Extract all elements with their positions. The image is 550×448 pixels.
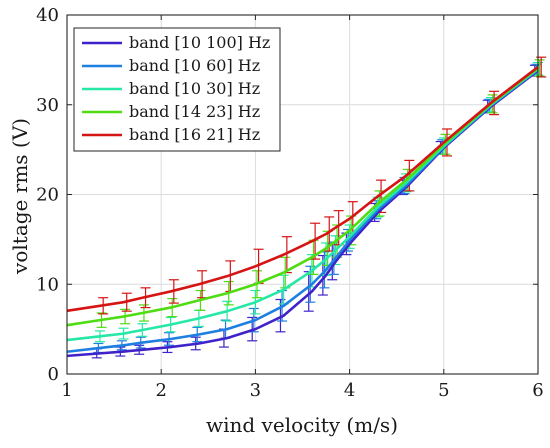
series-layer bbox=[66, 56, 547, 359]
error-bar bbox=[310, 222, 321, 260]
x-tick-label: 3 bbox=[250, 380, 261, 401]
series-line-5 bbox=[66, 66, 539, 313]
legend-label: band [10 60] Hz bbox=[129, 56, 260, 75]
x-axis-label: wind velocity (m/s) bbox=[206, 413, 398, 437]
x-tick-label: 1 bbox=[61, 380, 72, 401]
x-tick-label: 2 bbox=[155, 380, 166, 401]
error-bar bbox=[534, 59, 545, 77]
y-tick-label: 20 bbox=[36, 185, 59, 206]
y-axis-label: voltage rms (V) bbox=[8, 118, 32, 275]
legend-item: band [16 21] Hz bbox=[82, 125, 260, 144]
legend-label: band [14 23] Hz bbox=[129, 102, 260, 121]
y-tick-label: 40 bbox=[36, 5, 59, 26]
legend-item: band [10 100] Hz bbox=[82, 33, 270, 52]
ticks-layer: 1 2 3 4 5 6 0 10 20 30 40 bbox=[36, 5, 544, 401]
legend: band [10 100] Hz band [10 60] Hz band [10 … bbox=[73, 27, 281, 152]
legend-label: band [10 100] Hz bbox=[129, 33, 270, 52]
series-line-4 bbox=[66, 66, 539, 327]
legend-label: band [16 21] Hz bbox=[129, 125, 260, 144]
y-tick-label: 10 bbox=[36, 274, 59, 295]
x-tick-label: 5 bbox=[438, 380, 449, 401]
legend-item: band [10 30] Hz bbox=[82, 79, 260, 98]
series-line-2 bbox=[66, 68, 539, 354]
legend-label: band [10 30] Hz bbox=[129, 79, 260, 98]
series-line-3 bbox=[66, 67, 539, 342]
y-tick-label: 0 bbox=[48, 364, 59, 385]
x-tick-label: 4 bbox=[344, 380, 355, 401]
y-tick-label: 30 bbox=[36, 95, 59, 116]
legend-item: band [10 60] Hz bbox=[82, 56, 260, 75]
x-tick-label: 6 bbox=[532, 380, 543, 401]
legend-item: band [14 23] Hz bbox=[82, 102, 260, 121]
